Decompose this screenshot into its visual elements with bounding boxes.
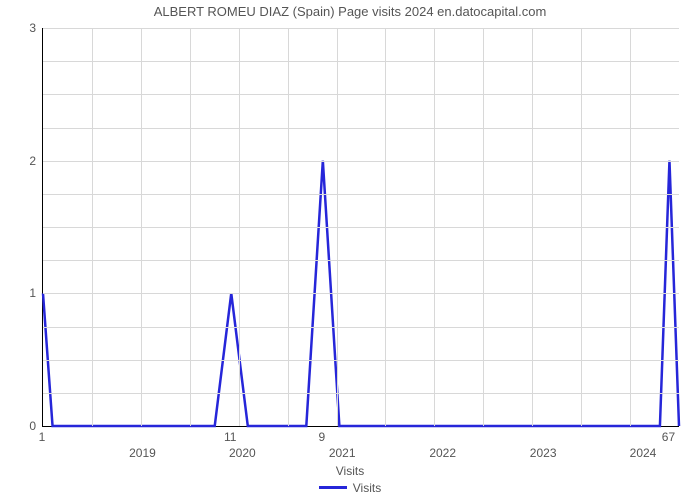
spike-label: 1 [39, 430, 46, 444]
gridline-h [43, 260, 679, 261]
chart-title: ALBERT ROMEU DIAZ (Spain) Page visits 20… [0, 4, 700, 19]
x-tick-label: 2020 [229, 446, 256, 460]
x-tick-label: 2021 [329, 446, 356, 460]
gridline-h [43, 393, 679, 394]
gridline-h [43, 293, 679, 294]
gridline-h [43, 194, 679, 195]
legend-label: Visits [353, 481, 381, 495]
spike-label: 9 [318, 430, 325, 444]
spike-label: 11 [224, 430, 236, 444]
gridline-h [43, 61, 679, 62]
y-tick-label: 0 [20, 419, 36, 433]
y-tick-label: 1 [20, 286, 36, 300]
y-tick-label: 3 [20, 21, 36, 35]
legend: Visits [0, 478, 700, 495]
x-tick-label: 2019 [129, 446, 156, 460]
gridline-h [43, 327, 679, 328]
x-tick-label: 2022 [429, 446, 456, 460]
x-tick-label: 2024 [630, 446, 657, 460]
spike-label: 67 [662, 430, 675, 444]
legend-item-visits: Visits [319, 481, 381, 495]
visits-chart: ALBERT ROMEU DIAZ (Spain) Page visits 20… [0, 0, 700, 500]
x-tick-label: 2023 [530, 446, 557, 460]
x-axis-label: Visits [0, 464, 700, 478]
y-tick-label: 2 [20, 154, 36, 168]
gridline-h [43, 128, 679, 129]
legend-swatch [319, 486, 347, 489]
gridline-h [43, 94, 679, 95]
gridline-h [43, 161, 679, 162]
gridline-h [43, 360, 679, 361]
gridline-h [43, 28, 679, 29]
plot-area [42, 28, 679, 427]
gridline-h [43, 227, 679, 228]
